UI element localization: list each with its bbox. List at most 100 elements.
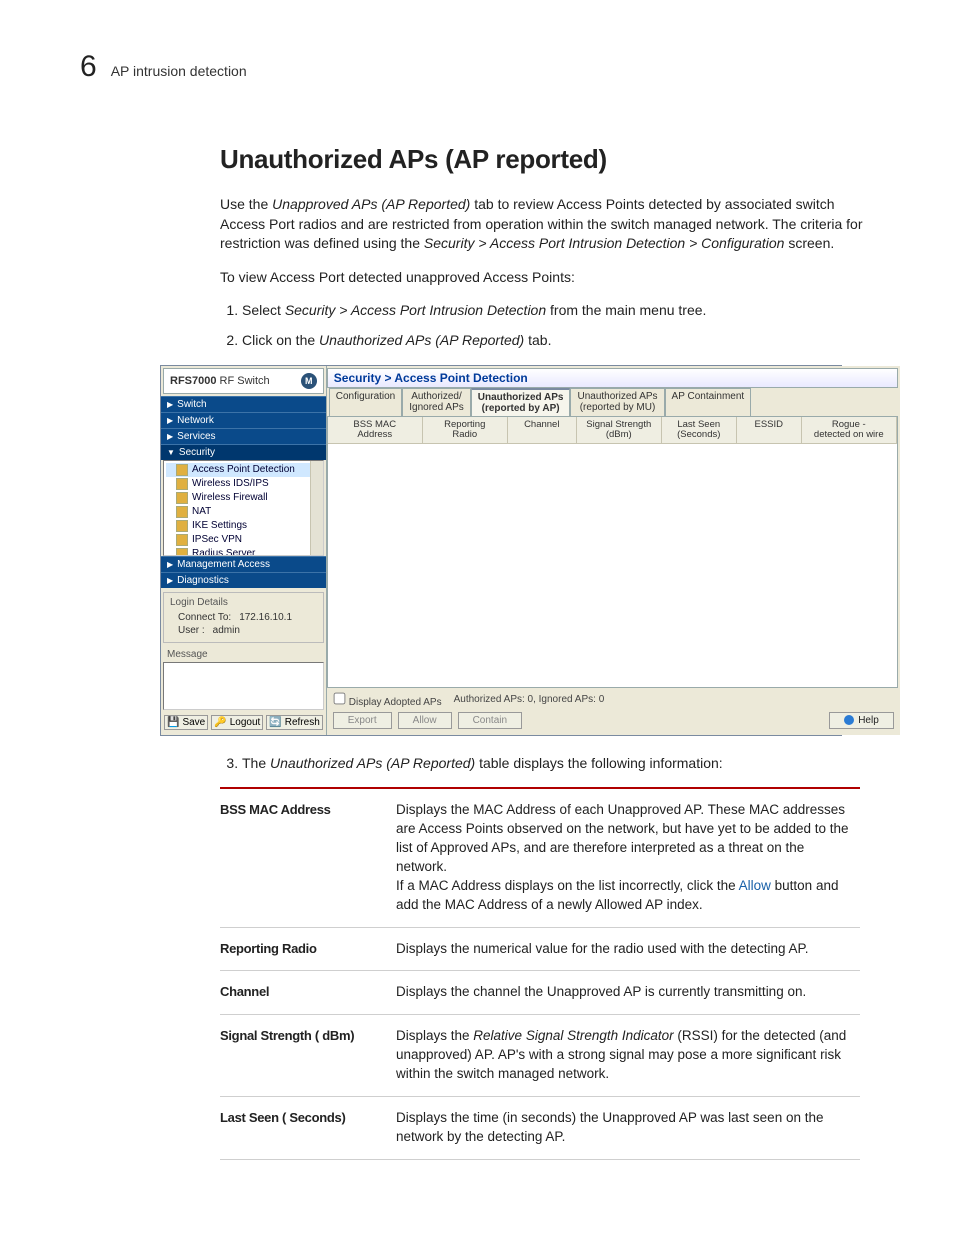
content-panel: Security > Access Point Detection Config… bbox=[327, 366, 900, 735]
brand-logo-icon: M bbox=[301, 373, 317, 389]
column-header[interactable]: Channel bbox=[508, 417, 577, 444]
nav-item-security[interactable]: ▼ Security bbox=[161, 444, 326, 460]
tree-node-icon bbox=[176, 534, 188, 546]
field-name: Reporting Radio bbox=[220, 927, 396, 971]
tree-label: Radius Server bbox=[192, 548, 255, 556]
field-desc: Displays the numerical value for the rad… bbox=[396, 927, 860, 971]
nav-label: Security bbox=[179, 447, 215, 458]
button-label: Logout bbox=[230, 717, 261, 728]
column-header[interactable]: Rogue -detected on wire bbox=[802, 417, 897, 444]
login-header: Login Details bbox=[170, 597, 317, 608]
nav-item-diagnostics[interactable]: ▶Diagnostics bbox=[161, 572, 326, 588]
tree-item[interactable]: Wireless IDS/IPS bbox=[166, 477, 321, 491]
field-name: Signal Strength ( dBm) bbox=[220, 1015, 396, 1097]
contain-button[interactable]: Contain bbox=[458, 712, 522, 729]
logout-button[interactable]: 🔑 Logout bbox=[211, 715, 263, 730]
tree-label: NAT bbox=[192, 506, 211, 517]
tab-ap-containment[interactable]: AP Containment bbox=[665, 388, 752, 416]
field-row: Last Seen ( Seconds)Displays the time (i… bbox=[220, 1096, 860, 1159]
tree-item[interactable]: IKE Settings bbox=[166, 519, 321, 533]
message-box bbox=[163, 662, 324, 710]
button-label: Save bbox=[182, 717, 205, 728]
tab-configuration[interactable]: Configuration bbox=[329, 388, 402, 416]
step-em: Unauthorized APs (AP Reported) bbox=[270, 755, 475, 771]
step-1: Select Security > Access Port Intrusion … bbox=[242, 301, 874, 321]
nav-item-management-access[interactable]: ▶Management Access bbox=[161, 556, 326, 572]
field-name: BSS MAC Address bbox=[220, 789, 396, 927]
nav-item-services[interactable]: ▶Services bbox=[161, 428, 326, 444]
tree-item[interactable]: NAT bbox=[166, 505, 321, 519]
button-label: Help bbox=[858, 715, 879, 726]
field-desc: Displays the channel the Unapproved AP i… bbox=[396, 971, 860, 1015]
tree-label: Wireless Firewall bbox=[192, 492, 268, 503]
lead-paragraph: To view Access Port detected unapproved … bbox=[220, 268, 874, 288]
page-number: 6 bbox=[80, 50, 97, 84]
nav-label: Network bbox=[177, 415, 214, 426]
tab-authorized-[interactable]: Authorized/Ignored APs bbox=[402, 388, 470, 416]
page-title: Unauthorized APs (AP reported) bbox=[220, 144, 874, 175]
tabs: ConfigurationAuthorized/Ignored APsUnaut… bbox=[329, 388, 898, 416]
nav-item-switch[interactable]: ▶Switch bbox=[161, 396, 326, 412]
tree-node-icon bbox=[176, 520, 188, 532]
nav-label: Switch bbox=[177, 399, 206, 410]
field-desc: Displays the time (in seconds) the Unapp… bbox=[396, 1096, 860, 1159]
field-row: BSS MAC AddressDisplays the MAC Address … bbox=[220, 789, 860, 927]
tab-unauthorized-aps[interactable]: Unauthorized APs(reported by AP) bbox=[471, 388, 571, 416]
login-user-value: admin bbox=[213, 625, 240, 636]
column-header[interactable]: Last Seen(Seconds) bbox=[662, 417, 737, 444]
column-header[interactable]: ReportingRadio bbox=[423, 417, 508, 444]
field-row: Reporting RadioDisplays the numerical va… bbox=[220, 927, 860, 971]
tab-unauthorized-aps[interactable]: Unauthorized APs(reported by MU) bbox=[570, 388, 664, 416]
column-header[interactable]: BSS MACAddress bbox=[328, 417, 423, 444]
desc-text: If a MAC Address displays on the list in… bbox=[396, 878, 739, 893]
tree-item[interactable]: Access Point Detection bbox=[166, 463, 321, 477]
refresh-button[interactable]: 🔄Refresh bbox=[266, 715, 322, 730]
save-button[interactable]: 💾Save bbox=[164, 715, 208, 730]
caret-right-icon: ▶ bbox=[167, 432, 173, 441]
step-text: tab. bbox=[524, 332, 551, 348]
export-button[interactable]: Export bbox=[333, 712, 392, 729]
field-desc: Displays the MAC Address of each Unappro… bbox=[396, 789, 860, 927]
help-button[interactable]: Help bbox=[829, 712, 894, 729]
column-header[interactable]: ESSID bbox=[737, 417, 802, 444]
field-row: Signal Strength ( dBm)Displays the Relat… bbox=[220, 1015, 860, 1097]
step-em: Security > Access Port Intrusion Detecti… bbox=[285, 302, 546, 318]
display-adopted-checkbox[interactable]: Display Adopted APs bbox=[333, 692, 442, 708]
screenshot: RFS7000 RF Switch M ▶Switch▶Network▶Serv… bbox=[160, 365, 842, 736]
nav-label: Diagnostics bbox=[177, 575, 229, 586]
panel-title: Security > Access Point Detection bbox=[327, 368, 898, 388]
button-label: Refresh bbox=[285, 717, 320, 728]
nav-item-network[interactable]: ▶Network bbox=[161, 412, 326, 428]
brand-suffix: RF Switch bbox=[216, 375, 269, 387]
tree-item[interactable]: IPSec VPN bbox=[166, 533, 321, 547]
tree-label: IPSec VPN bbox=[192, 534, 242, 545]
login-connect-label: Connect To: bbox=[178, 612, 231, 623]
login-details: Login Details Connect To:172.16.10.1 Use… bbox=[163, 592, 324, 643]
intro-em1: Unapproved APs (AP Reported) bbox=[272, 196, 470, 212]
data-grid: BSS MACAddressReportingRadioChannelSigna… bbox=[327, 416, 898, 688]
help-icon bbox=[844, 715, 854, 725]
column-header[interactable]: Signal Strength(dBm) bbox=[577, 417, 662, 444]
sidebar: RFS7000 RF Switch M ▶Switch▶Network▶Serv… bbox=[161, 366, 327, 735]
step-text: table displays the following information… bbox=[475, 755, 722, 771]
tree-node-icon bbox=[176, 478, 188, 490]
login-user-label: User : bbox=[178, 625, 205, 636]
intro-text: Use the bbox=[220, 196, 272, 212]
logout-icon: 🔑 bbox=[214, 717, 226, 728]
step-text: Click on the bbox=[242, 332, 319, 348]
tree-item[interactable]: Wireless Firewall bbox=[166, 491, 321, 505]
brand-prefix: RFS bbox=[170, 375, 192, 387]
desc-text: Displays the bbox=[396, 1028, 473, 1043]
scrollbar[interactable] bbox=[310, 461, 323, 555]
tree-node-icon bbox=[176, 464, 188, 476]
inline-button-ref: Allow bbox=[739, 878, 771, 893]
field-row: ChannelDisplays the channel the Unapprov… bbox=[220, 971, 860, 1015]
step-text: from the main menu tree. bbox=[546, 302, 706, 318]
desc-text: Displays the time (in seconds) the Unapp… bbox=[396, 1110, 824, 1144]
tree-item[interactable]: Radius Server bbox=[166, 547, 321, 556]
allow-button[interactable]: Allow bbox=[398, 712, 452, 729]
caret-down-icon: ▼ bbox=[167, 448, 175, 457]
step-text: The bbox=[242, 755, 270, 771]
intro-paragraph: Use the Unapproved APs (AP Reported) tab… bbox=[220, 195, 874, 254]
step-em: Unauthorized APs (AP Reported) bbox=[319, 332, 524, 348]
